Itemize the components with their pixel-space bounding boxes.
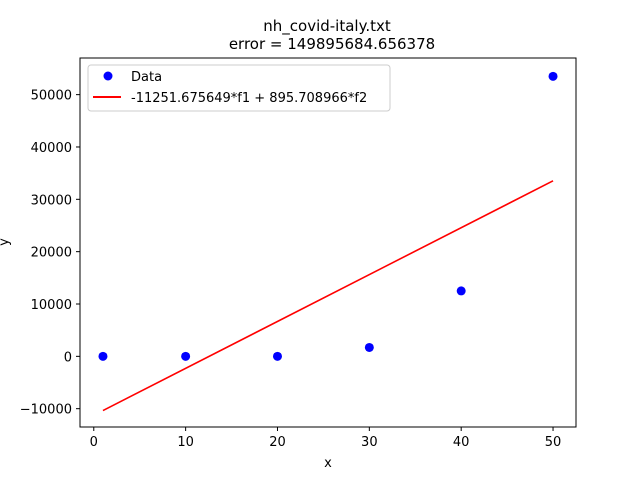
chart-title-line-2: error = 149895684.656378 — [229, 35, 435, 53]
x-tick-label: 30 — [361, 435, 378, 450]
y-axis-label: y — [0, 238, 12, 246]
x-axis-label: x — [324, 456, 332, 471]
y-axis-ticks: −10000 0 10000 20000 30000 40000 50000 — [20, 89, 80, 418]
x-tick-label: 0 — [90, 435, 98, 450]
x-tick-label: 50 — [545, 435, 562, 450]
y-tick-label: 10000 — [31, 298, 72, 313]
axes-frame — [79, 57, 577, 428]
x-tick-label: 20 — [269, 435, 286, 450]
fit-line — [102, 180, 554, 412]
y-tick-label: 40000 — [31, 141, 72, 156]
x-axis-ticks: 0 10 20 30 40 50 — [90, 427, 562, 450]
data-point — [181, 351, 191, 361]
legend-label-data: Data — [131, 70, 162, 85]
x-tick-label: 10 — [177, 435, 194, 450]
series-layer — [98, 71, 558, 412]
data-point — [272, 351, 282, 361]
legend: Data -11251.675649*f1 + 895.708966*f2 — [87, 64, 391, 112]
legend-marker-data — [103, 71, 113, 81]
data-point — [548, 71, 558, 81]
y-tick-label: 20000 — [31, 246, 72, 261]
data-point — [456, 286, 466, 296]
data-point — [364, 342, 374, 352]
chart-title-line-1: nh_covid-italy.txt — [263, 17, 391, 36]
y-tick-label: 50000 — [31, 89, 72, 104]
y-tick-label: 0 — [64, 350, 72, 365]
y-tick-label: 30000 — [31, 193, 72, 208]
legend-label-fit: -11251.675649*f1 + 895.708966*f2 — [131, 91, 367, 106]
legend-box — [87, 64, 391, 112]
y-tick-label: −10000 — [20, 403, 72, 418]
x-tick-label: 40 — [453, 435, 470, 450]
data-point — [98, 351, 108, 361]
